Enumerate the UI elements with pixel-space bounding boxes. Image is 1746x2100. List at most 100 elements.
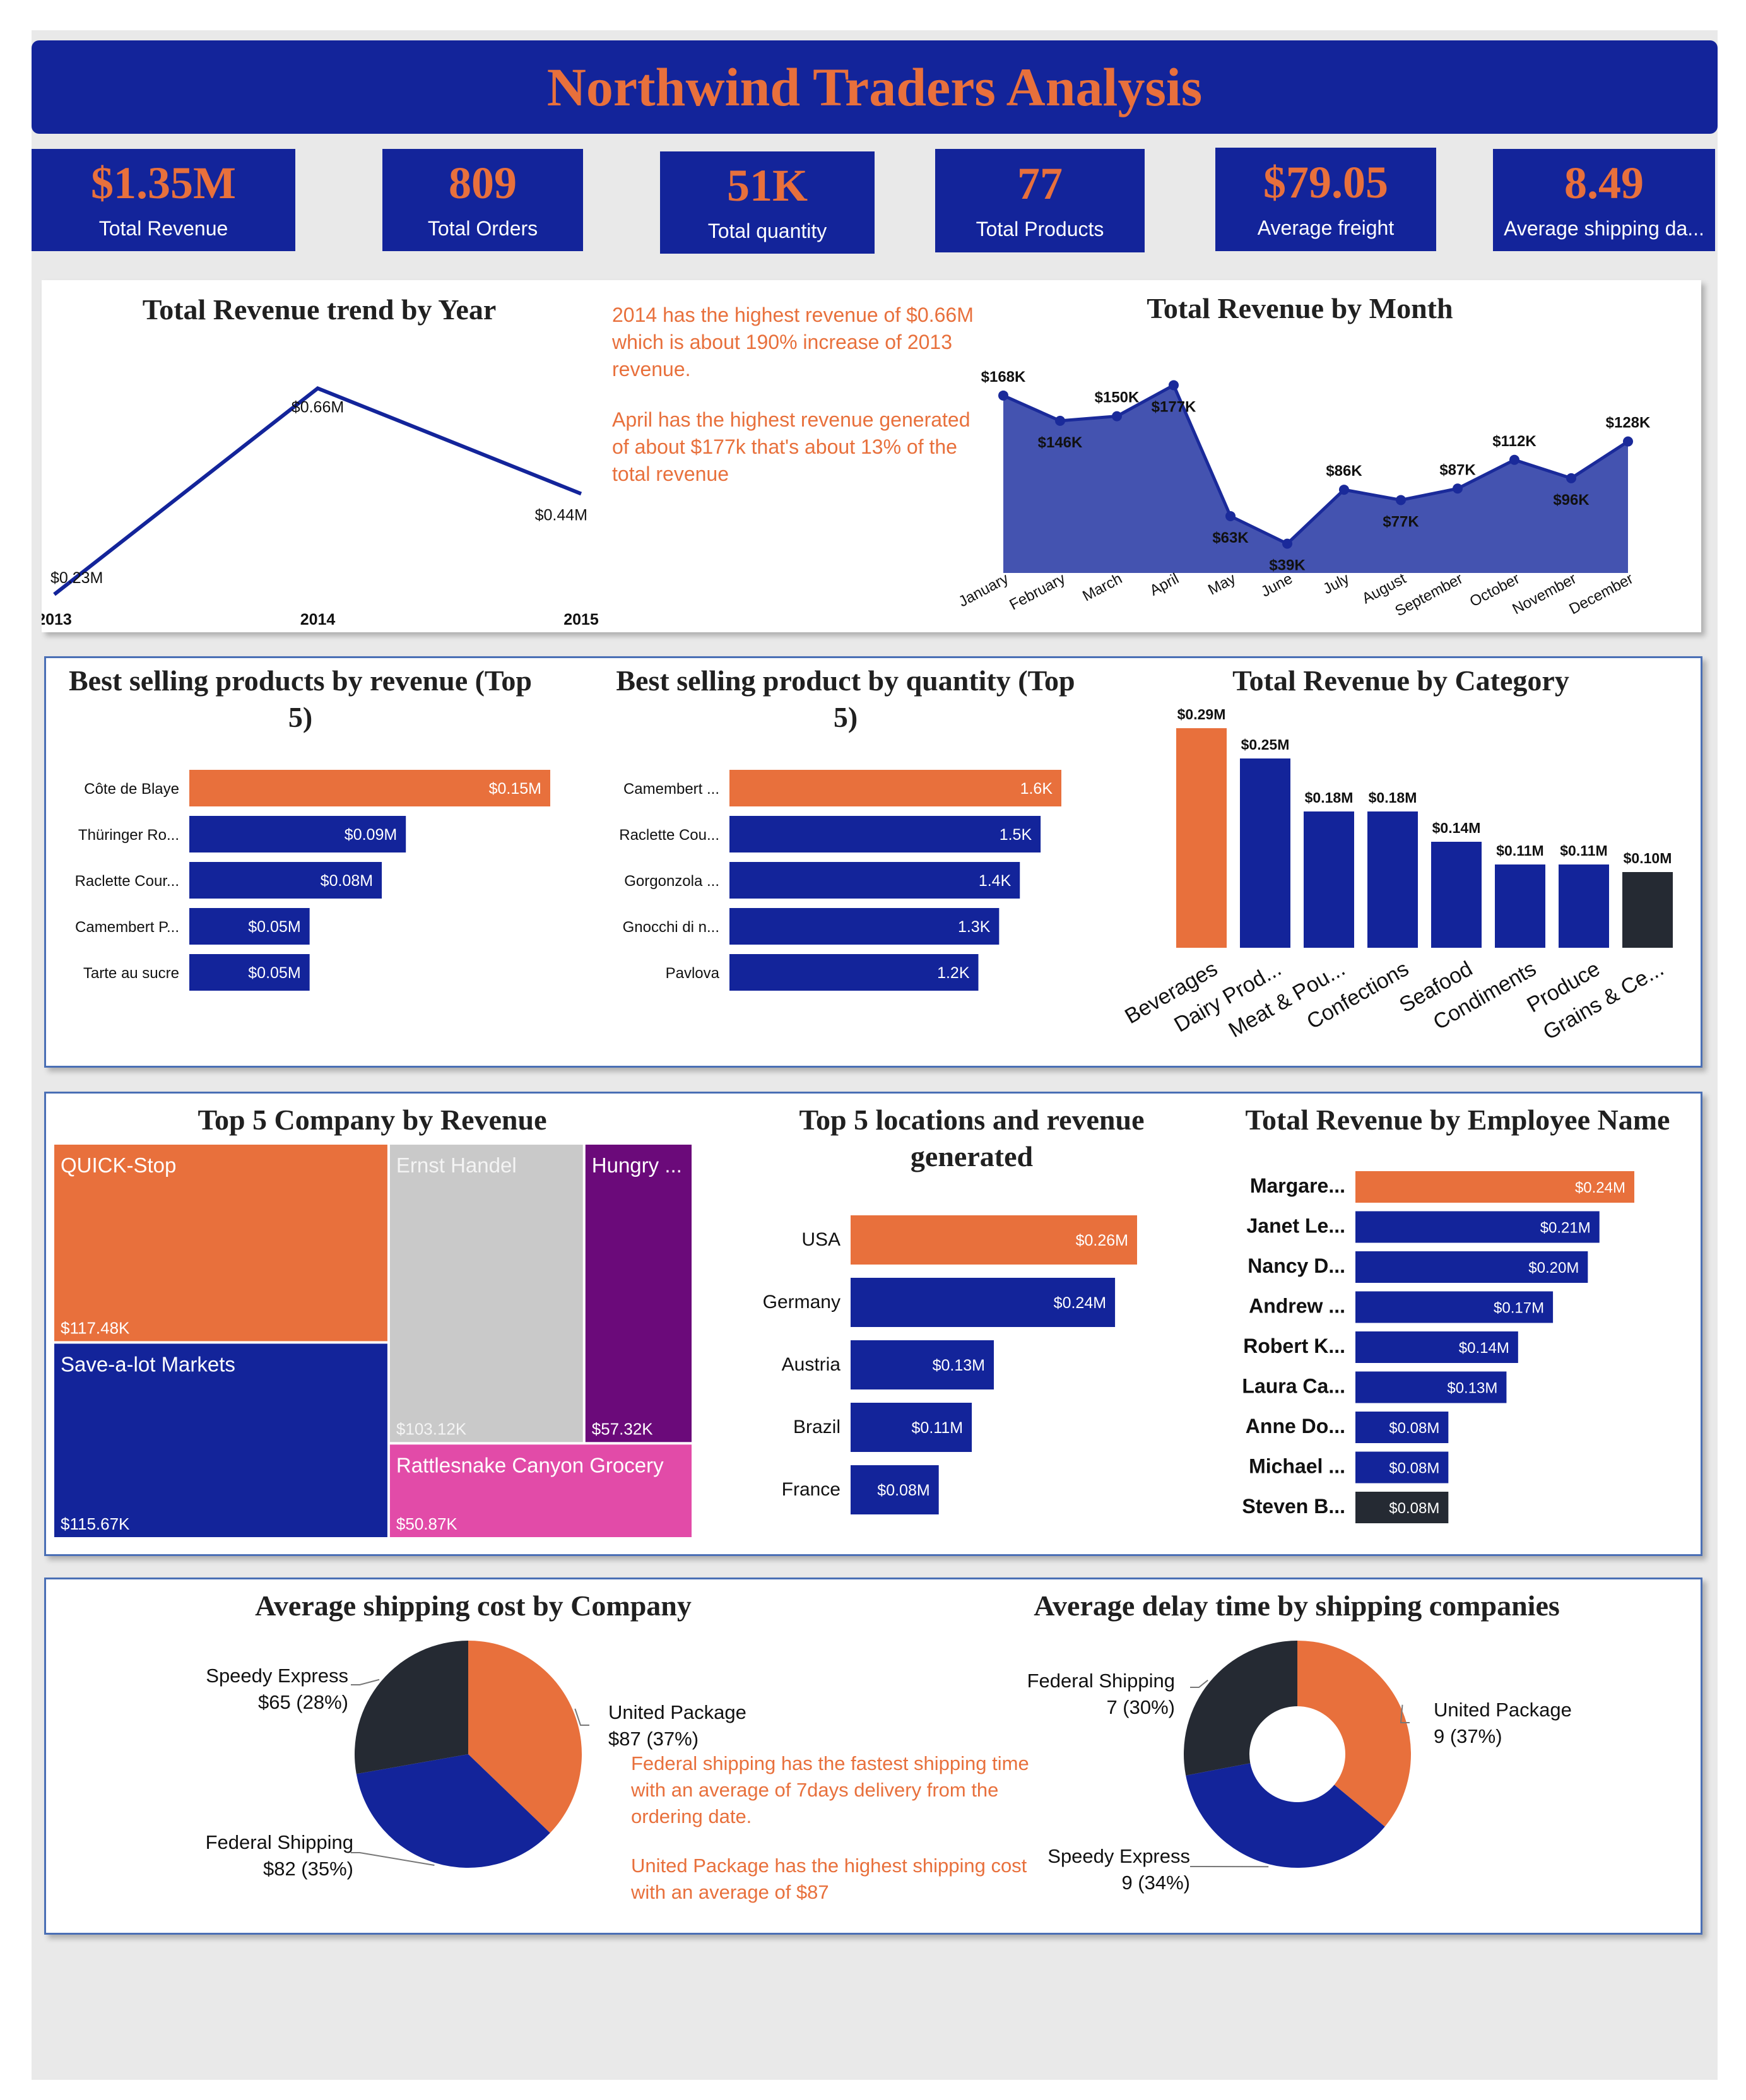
- employee-chart-title: Total Revenue by Employee Name: [1245, 1104, 1670, 1136]
- month-tick-label: May: [1205, 570, 1239, 598]
- employee-category-label: Janet Le...: [1247, 1215, 1346, 1237]
- prodrev-chart-title: Best selling products by revenue (Top 5): [69, 664, 532, 733]
- company-chart-title: Top 5 Company by Revenue: [198, 1104, 547, 1136]
- year-revenue-line: [53, 386, 582, 596]
- trend-note-year: 2014 has the highest revenue of $0.66M w…: [612, 304, 974, 381]
- category-data-label: $0.14M: [1432, 820, 1481, 836]
- prodqty-data-label: 1.5K: [1000, 826, 1032, 844]
- shipcost-leader-line: [351, 1678, 380, 1685]
- prodqty-data-label: 1.4K: [979, 872, 1012, 890]
- category-bar: [1495, 864, 1545, 948]
- prodqty-bar: [729, 770, 1061, 806]
- delay-leader-line: [1400, 1704, 1410, 1723]
- employee-data-label: $0.14M: [1459, 1340, 1509, 1357]
- kpi-label: Total Revenue: [98, 216, 228, 240]
- month-tick-label: February: [1006, 570, 1068, 613]
- employee-bar: [1355, 1412, 1449, 1443]
- year-tick-label: 2014: [300, 611, 336, 628]
- prodrev-bar-chart: Côte de Blaye $0.15M Thüringer Ro... $0.09M…: [75, 770, 550, 991]
- prodqty-data-label: 1.6K: [1020, 780, 1053, 798]
- company-treemap-tile: [389, 1145, 583, 1442]
- month-data-label: $63K: [1212, 529, 1249, 546]
- category-data-label: $0.29M: [1177, 707, 1226, 723]
- category-bar: [1431, 842, 1482, 948]
- kpi-label: Total Orders: [427, 216, 538, 240]
- employee-category-label: Steven B...: [1242, 1495, 1345, 1518]
- month-data-label: $112K: [1492, 433, 1537, 450]
- shipcost-slice: [356, 1754, 550, 1868]
- company-tile-label: QUICK-Stop: [61, 1153, 176, 1177]
- location-data-label: $0.26M: [1076, 1232, 1128, 1249]
- kpi-value: 77: [1017, 158, 1063, 209]
- shipcost-leader-line: [351, 1852, 435, 1867]
- company-treemap: QUICK-Stop $117.48K Save-a-lot Markets $115…: [54, 1145, 692, 1537]
- month-data-point: [1112, 411, 1122, 422]
- location-data-label: $0.24M: [1054, 1294, 1106, 1312]
- employee-bar: [1355, 1492, 1449, 1523]
- year-data-label: $0.23M: [50, 569, 103, 587]
- employee-category-label: Margare...: [1250, 1174, 1345, 1197]
- delay-chart-title: Average delay time by shipping companies: [1034, 1590, 1560, 1622]
- delay-value-label: 7 (30%): [1106, 1696, 1175, 1718]
- shipcost-value-label: $82 (35%): [263, 1858, 353, 1880]
- delay-slice: [1184, 1641, 1297, 1776]
- month-revenue-area: [1003, 385, 1628, 573]
- category-bar: [1367, 811, 1418, 948]
- page-title: Northwind Traders Analysis: [546, 57, 1203, 117]
- kpi-total-quantity: 51K Total quantity: [660, 151, 875, 254]
- employee-data-label: $0.17M: [1494, 1300, 1544, 1317]
- delay-category-label: Speedy Express: [1047, 1845, 1190, 1867]
- prodrev-data-label: $0.05M: [248, 918, 300, 936]
- month-data-point: [998, 390, 1008, 401]
- prodqty-category-label: Camembert ...: [623, 781, 719, 798]
- month-data-point: [1282, 538, 1292, 549]
- kpi-total-orders: 809 Total Orders: [382, 149, 583, 251]
- shipcost-category-label: Speedy Express: [206, 1665, 348, 1687]
- delay-category-label: United Package: [1434, 1699, 1572, 1721]
- employee-data-label: $0.08M: [1389, 1500, 1439, 1517]
- employee-category-label: Nancy D...: [1248, 1254, 1345, 1277]
- kpi-label: Total Products: [976, 217, 1104, 240]
- shipcost-value-label: $65 (28%): [258, 1691, 348, 1713]
- category-bar: [1622, 872, 1673, 948]
- delay-value-label: 9 (37%): [1434, 1725, 1502, 1747]
- prodqty-bar-chart: Camembert ... 1.6K Raclette Cou... 1.5K Gorg…: [619, 770, 1061, 991]
- prodqty-category-label: Gnocchi di n...: [623, 919, 719, 936]
- employee-bar: [1355, 1251, 1588, 1283]
- month-data-point: [1623, 436, 1633, 447]
- shipcost-pie-chart: United Package $87 (37%) Federal Shipping $…: [206, 1641, 746, 1880]
- category-data-label: $0.18M: [1369, 789, 1417, 806]
- employee-bar: [1355, 1211, 1600, 1243]
- category-data-label: $0.25M: [1241, 736, 1290, 753]
- shipcost-leader-line: [574, 1708, 589, 1726]
- employee-data-label: $0.21M: [1540, 1220, 1591, 1237]
- employee-bar: [1355, 1171, 1634, 1203]
- month-tick-label: November: [1509, 570, 1579, 618]
- shipcost-category-label: Federal Shipping: [206, 1831, 353, 1853]
- company-tile-label: Ernst Handel: [396, 1153, 517, 1177]
- prodrev-category-label: Tarte au sucre: [83, 965, 179, 982]
- location-category-label: Brazil: [793, 1417, 841, 1437]
- month-chart-title: Total Revenue by Month: [1147, 292, 1453, 324]
- month-data-label: $128K: [1606, 415, 1651, 432]
- prodqty-data-label: 1.3K: [958, 918, 991, 936]
- company-tile-value: $50.87K: [396, 1514, 458, 1533]
- prodqty-chart-title: Best selling product by quantity (Top 5): [616, 664, 1075, 733]
- year-data-label: $0.44M: [535, 506, 587, 524]
- category-data-label: $0.11M: [1496, 842, 1543, 859]
- year-tick-label: 2015: [563, 611, 599, 628]
- kpi-total-products: 77 Total Products: [935, 149, 1145, 252]
- category-chart-title: Total Revenue by Category: [1232, 664, 1569, 697]
- prodqty-category-label: Gorgonzola ...: [624, 873, 719, 890]
- month-data-point: [1339, 485, 1349, 495]
- month-data-point: [1225, 510, 1236, 521]
- kpi-label: Average shipping da...: [1504, 216, 1704, 240]
- shipcost-slice: [468, 1641, 582, 1833]
- month-data-point: [1453, 483, 1463, 494]
- month-data-label: $177K: [1152, 398, 1196, 415]
- kpi-value: $79.05: [1263, 156, 1388, 208]
- company-treemap-tile: [585, 1145, 692, 1442]
- company-tile-value: $103.12K: [396, 1419, 467, 1438]
- delay-value-label: 9 (34%): [1121, 1872, 1190, 1894]
- prodrev-bar: [189, 770, 550, 806]
